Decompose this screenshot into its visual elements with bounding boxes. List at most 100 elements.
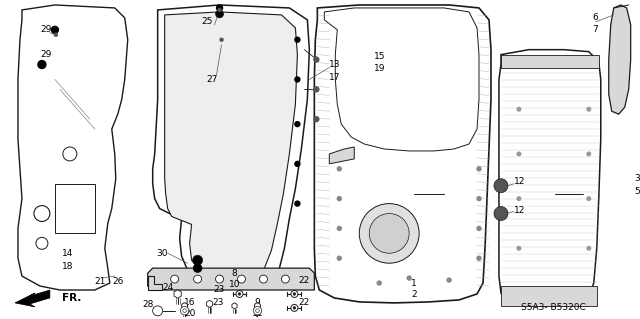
Circle shape (218, 8, 221, 11)
Circle shape (155, 308, 161, 314)
Circle shape (337, 256, 341, 260)
Text: 25: 25 (201, 17, 212, 26)
Circle shape (182, 303, 188, 309)
Circle shape (477, 226, 481, 230)
Polygon shape (164, 12, 298, 280)
Circle shape (54, 33, 58, 36)
Circle shape (291, 304, 298, 311)
Circle shape (216, 10, 223, 18)
Circle shape (587, 152, 591, 156)
Circle shape (504, 211, 506, 214)
Circle shape (36, 237, 48, 249)
Text: 28: 28 (142, 300, 154, 309)
Text: 23: 23 (214, 285, 225, 293)
Text: 22: 22 (299, 276, 310, 285)
Polygon shape (330, 147, 355, 164)
Text: 2: 2 (412, 291, 417, 300)
Text: 12: 12 (514, 206, 525, 215)
Text: 1: 1 (412, 278, 417, 287)
Text: 17: 17 (330, 73, 341, 82)
Circle shape (236, 291, 243, 297)
Text: 29: 29 (40, 25, 51, 34)
Circle shape (337, 197, 341, 201)
Circle shape (337, 167, 341, 171)
Text: 6: 6 (592, 13, 598, 22)
Text: 3: 3 (634, 174, 639, 183)
Polygon shape (501, 55, 599, 68)
Circle shape (238, 293, 241, 295)
Circle shape (295, 161, 300, 166)
Circle shape (369, 213, 409, 253)
Circle shape (517, 247, 521, 250)
Circle shape (51, 26, 58, 33)
Polygon shape (499, 50, 601, 306)
Circle shape (171, 275, 179, 283)
Circle shape (314, 87, 319, 92)
Circle shape (517, 197, 521, 200)
Circle shape (282, 275, 289, 283)
Circle shape (216, 5, 223, 11)
Circle shape (377, 281, 381, 285)
Circle shape (237, 275, 246, 283)
Polygon shape (501, 286, 596, 306)
Polygon shape (207, 300, 212, 308)
Circle shape (477, 197, 481, 201)
Circle shape (291, 291, 298, 297)
Text: 24: 24 (162, 283, 173, 292)
Circle shape (255, 309, 259, 312)
Polygon shape (55, 184, 95, 234)
Circle shape (293, 307, 296, 309)
Circle shape (259, 275, 268, 283)
Circle shape (517, 108, 521, 111)
Circle shape (220, 38, 223, 41)
Text: 9: 9 (255, 298, 260, 308)
Text: 21: 21 (94, 277, 106, 286)
Text: 11: 11 (252, 309, 263, 318)
Text: FR.: FR. (62, 293, 81, 303)
Circle shape (193, 255, 203, 265)
Circle shape (216, 275, 223, 283)
Circle shape (295, 122, 300, 127)
Text: 20: 20 (184, 309, 195, 318)
Circle shape (153, 306, 163, 316)
Text: 29: 29 (40, 50, 51, 59)
Circle shape (295, 77, 300, 82)
Text: 13: 13 (330, 60, 341, 69)
Circle shape (477, 167, 481, 171)
Text: 19: 19 (374, 64, 385, 73)
Text: 18: 18 (62, 262, 74, 271)
Circle shape (494, 207, 508, 220)
Circle shape (255, 303, 260, 309)
Text: 26: 26 (112, 277, 124, 286)
Circle shape (494, 179, 508, 193)
Polygon shape (609, 5, 630, 114)
Circle shape (407, 276, 411, 280)
Polygon shape (324, 8, 479, 151)
Circle shape (517, 152, 521, 156)
Polygon shape (153, 5, 309, 288)
Circle shape (587, 247, 591, 250)
Polygon shape (148, 276, 162, 290)
Circle shape (587, 197, 591, 200)
Circle shape (34, 205, 50, 221)
Polygon shape (18, 5, 128, 290)
Circle shape (314, 57, 319, 62)
Circle shape (477, 256, 481, 260)
Circle shape (193, 264, 202, 272)
Text: S5A3- B5320C: S5A3- B5320C (522, 303, 586, 312)
Text: 5: 5 (634, 187, 639, 196)
Polygon shape (148, 268, 314, 290)
Text: 8: 8 (232, 269, 237, 278)
Circle shape (180, 307, 189, 315)
Circle shape (193, 275, 202, 283)
Circle shape (183, 309, 186, 312)
Circle shape (293, 293, 296, 295)
Circle shape (587, 108, 591, 111)
Text: 16: 16 (184, 298, 195, 308)
Text: 23: 23 (212, 298, 223, 308)
Text: 22: 22 (299, 298, 310, 308)
Circle shape (504, 184, 506, 187)
Circle shape (38, 61, 46, 69)
Circle shape (63, 147, 77, 161)
Circle shape (447, 278, 451, 282)
